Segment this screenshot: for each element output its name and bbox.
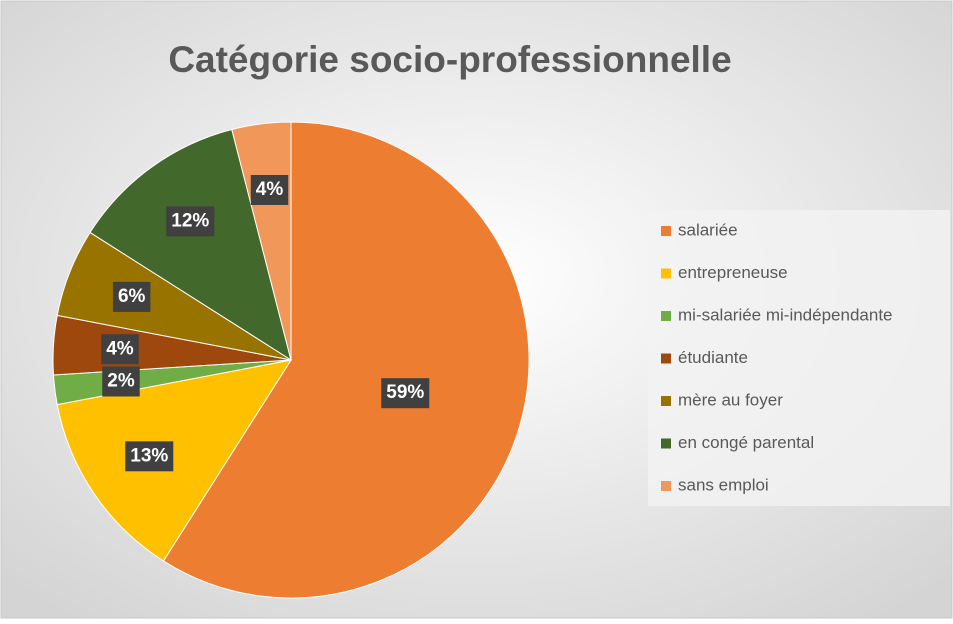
data-label: 13% — [130, 445, 168, 466]
chart-title: Catégorie socio-professionnelle — [168, 39, 731, 80]
legend-swatch — [661, 481, 671, 491]
legend-label: étudiante — [678, 348, 748, 367]
data-label: 12% — [171, 210, 209, 231]
data-label: 6% — [118, 286, 146, 307]
data-label-box — [125, 441, 174, 472]
legend-box — [648, 210, 950, 506]
legend-label: mère au foyer — [678, 390, 783, 409]
data-label-box — [250, 174, 289, 205]
pie-slice — [56, 359, 293, 562]
legend-label: mi-salariée mi-indépendante — [678, 305, 893, 324]
legend-label: sans emploi — [678, 475, 769, 494]
data-label-box — [381, 378, 430, 409]
legend-swatch — [661, 396, 671, 406]
data-label: 59% — [386, 382, 424, 403]
data-label-box — [112, 281, 151, 312]
legend-swatch — [661, 226, 671, 236]
data-label: 4% — [256, 179, 284, 200]
legend-label: en congé parental — [678, 433, 814, 452]
legend-swatch — [661, 268, 671, 279]
legend-swatch — [661, 438, 671, 449]
legend-label: salariée — [678, 220, 738, 239]
data-label-box — [166, 206, 215, 237]
legend-label: entrepreneuse — [678, 263, 788, 282]
data-label-box — [101, 334, 139, 365]
legend-swatch — [661, 353, 671, 364]
pie-slice — [162, 121, 530, 599]
data-label-box — [102, 366, 140, 397]
data-label: 4% — [106, 338, 134, 359]
pie-slice — [89, 128, 292, 362]
legend-swatch — [661, 311, 671, 321]
data-label: 2% — [107, 370, 135, 391]
